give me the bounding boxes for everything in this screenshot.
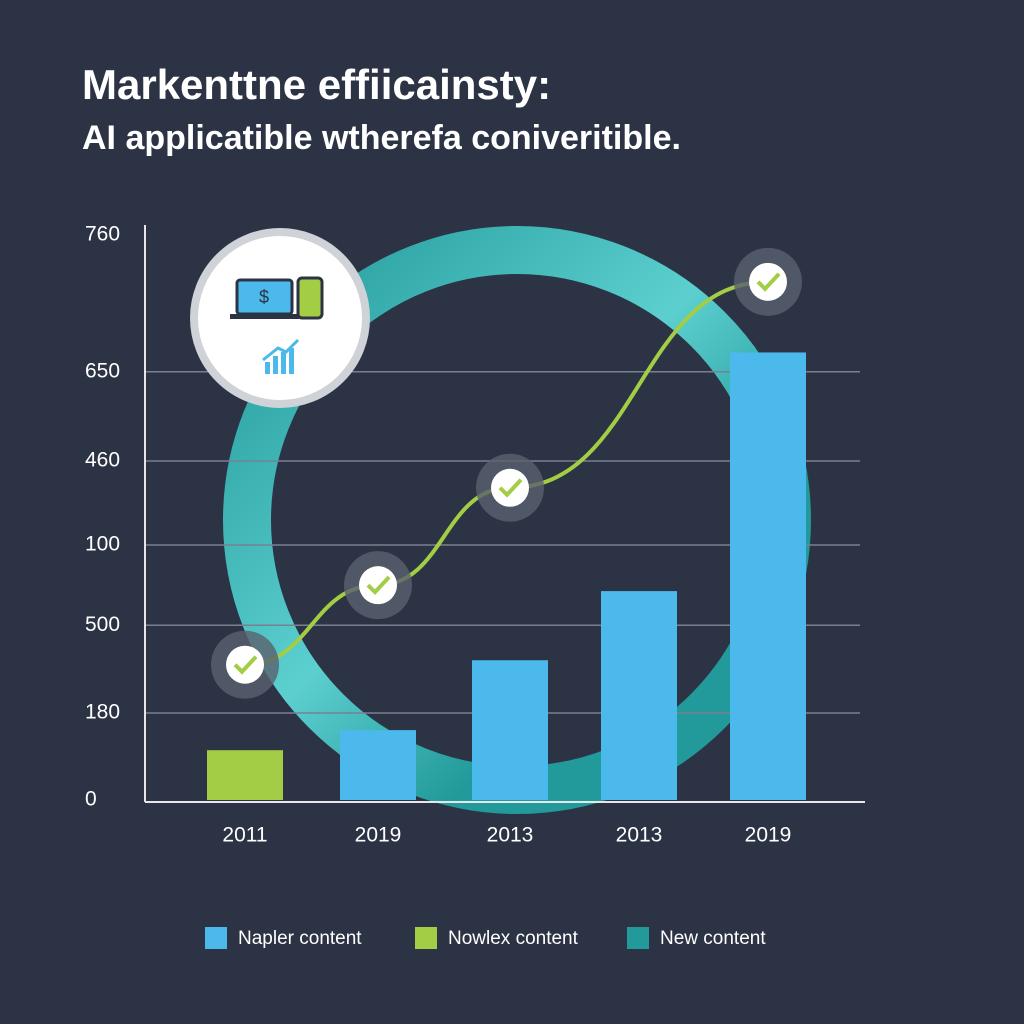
- bar: [601, 591, 677, 800]
- y-tick-label: 500: [85, 613, 120, 636]
- y-tick-label: 650: [85, 359, 120, 382]
- y-tick-label: 0: [85, 788, 97, 811]
- check: [498, 478, 523, 498]
- y-tick-label: 100: [85, 533, 120, 556]
- bar: [207, 750, 283, 800]
- x-tick-label: 2013: [487, 824, 534, 847]
- bar-layer: [207, 352, 806, 800]
- x-tick-label: 2019: [355, 824, 402, 847]
- legend-swatch: [415, 927, 437, 949]
- bar: [730, 352, 806, 800]
- y-tick-label: 760: [85, 223, 120, 246]
- legend-label: New content: [660, 928, 766, 949]
- bar: [340, 730, 416, 800]
- chart-title: Markenttne effiicainsty:: [82, 61, 551, 108]
- svg-text:$: $: [259, 287, 269, 307]
- legend-label: Napler content: [238, 928, 362, 949]
- legend: Napler content Nowlex content New content: [205, 927, 766, 949]
- y-tick-label: 460: [85, 449, 120, 472]
- bar: [472, 660, 548, 800]
- marker: [749, 262, 787, 301]
- chart-subtitle: AI applicatible wtherefa coniveritible.: [82, 119, 681, 157]
- icon-badge: $: [190, 228, 370, 408]
- x-tick-label: 2013: [616, 824, 663, 847]
- y-tick-label: 180: [85, 701, 120, 724]
- x-tick-label: 2011: [222, 824, 267, 847]
- legend-swatch: [205, 927, 227, 949]
- trend-line: [244, 279, 769, 667]
- legend-label: Nowlex content: [448, 928, 579, 949]
- x-tick-label: 2019: [745, 824, 792, 847]
- check: [756, 272, 781, 292]
- marker: [359, 566, 397, 605]
- check: [233, 655, 258, 675]
- legend-swatch: [627, 927, 649, 949]
- marker: [491, 468, 529, 507]
- line-layer: [211, 247, 802, 699]
- marker: [226, 645, 264, 684]
- check: [366, 575, 391, 596]
